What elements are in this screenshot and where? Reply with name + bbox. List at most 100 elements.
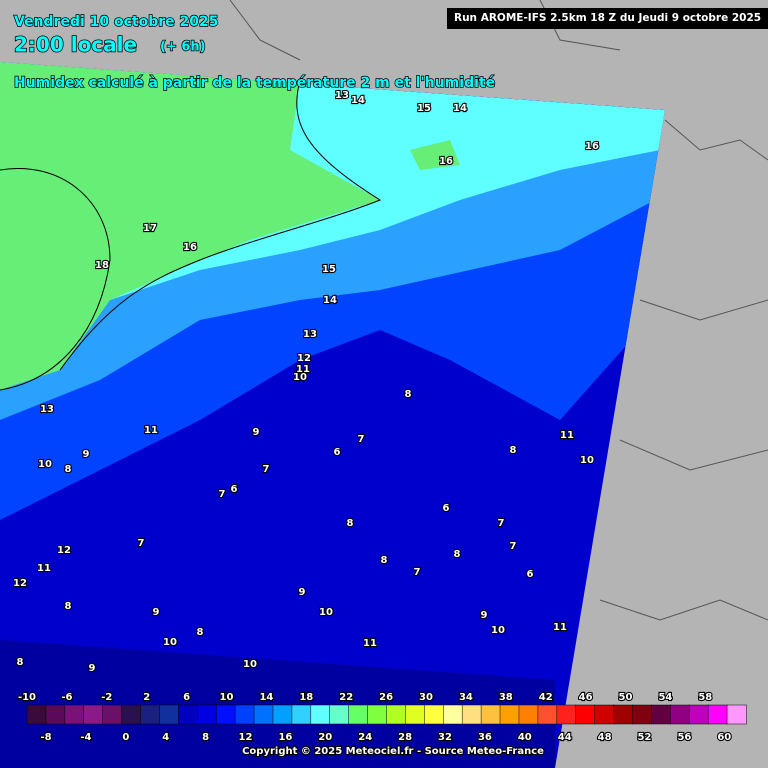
legend-swatch [537, 704, 558, 725]
contour-label: 17 [143, 223, 157, 234]
legend-swatch [556, 704, 577, 725]
contour-label: 11 [37, 563, 51, 574]
contour-label: 11 [553, 622, 567, 633]
legend-swatch [670, 704, 690, 725]
legend-swatch [499, 704, 520, 725]
legend-swatch [461, 704, 482, 725]
legend-top-label: -2 [101, 692, 112, 703]
legend-bottom-label: 0 [122, 732, 129, 743]
legend-swatch [480, 704, 501, 725]
contour-label: 8 [454, 549, 461, 560]
contour-label: 9 [481, 610, 488, 621]
legend-bottom-label: 44 [558, 732, 572, 743]
legend-swatch [159, 704, 180, 725]
contour-label: 15 [322, 264, 336, 275]
legend-top-label: 26 [379, 692, 393, 703]
legend-top-label: 22 [339, 692, 353, 703]
legend-top-label: 18 [299, 692, 313, 703]
contour-label: 10 [38, 459, 52, 470]
legend-top-label: 46 [579, 692, 593, 703]
legend-swatch [253, 704, 274, 725]
contour-label: 9 [299, 587, 306, 598]
legend-swatch [367, 704, 388, 725]
contour-label: 12 [13, 578, 27, 589]
legend-swatch [329, 704, 350, 725]
legend-bottom-label: 4 [162, 732, 169, 743]
legend-swatch [726, 704, 747, 725]
contour-label: 7 [358, 434, 365, 445]
contour-label: 14 [351, 95, 365, 106]
offset: (+ 6h) [160, 40, 206, 55]
field-deep-blue [0, 640, 555, 768]
legend-bottom-label: -8 [40, 732, 51, 743]
legend-top-label: 42 [539, 692, 553, 703]
run-info: Run AROME-IFS 2.5km 18 Z du Jeudi 9 octo… [454, 12, 761, 24]
contour-label: 7 [138, 538, 145, 549]
copyright: Copyright © 2025 Meteociel.fr - Source M… [242, 746, 544, 757]
contour-label: 10 [319, 607, 333, 618]
contour-label: 18 [95, 260, 109, 271]
legend-swatch [424, 704, 445, 725]
legend-top-label: 30 [419, 692, 433, 703]
contour-label: 9 [83, 449, 90, 460]
border-lines [229, 0, 768, 621]
contour-label: 6 [443, 503, 450, 514]
contour-label: 7 [219, 489, 226, 500]
contour-label: 7 [498, 518, 505, 529]
legend-swatch [272, 704, 293, 725]
contour-label: 12 [57, 545, 71, 556]
legend-top-label: 34 [459, 692, 473, 703]
legend-bottom-label: 16 [278, 732, 292, 743]
legend-bottom-label: 56 [677, 732, 691, 743]
legend-top-label: 54 [658, 692, 672, 703]
contour-label: 8 [17, 657, 24, 668]
legend-bottom-label: 36 [478, 732, 492, 743]
legend-top-label: -10 [18, 692, 36, 703]
legend-top-label: -6 [61, 692, 72, 703]
contour-label: 7 [263, 464, 270, 475]
contour-label: 13 [335, 90, 349, 101]
legend-swatch [234, 704, 255, 725]
contour-label: 11 [296, 364, 310, 375]
legend-bottom-label: 32 [438, 732, 452, 743]
legend-bottom-label: 12 [239, 732, 253, 743]
contour-label: 9 [89, 663, 96, 674]
contour-label: 11 [363, 638, 377, 649]
legend-bottom-label: 48 [598, 732, 612, 743]
legend-swatch [443, 704, 463, 725]
contour-label: 8 [381, 555, 388, 566]
contour-label: 6 [231, 484, 238, 495]
legend-bottom-label: 24 [358, 732, 372, 743]
legend-top-label: 10 [220, 692, 234, 703]
coastline [59, 79, 382, 371]
contour-label: 11 [144, 425, 158, 436]
legend-swatch [102, 704, 123, 725]
legend-swatch [386, 704, 407, 725]
contour-label: 8 [65, 464, 72, 475]
legend-top-label: 50 [619, 692, 633, 703]
contour-label: 9 [153, 607, 160, 618]
contour-label: 7 [510, 541, 517, 552]
borders [229, 0, 768, 621]
contour-label: 8 [65, 601, 72, 612]
contour-label: 16 [585, 141, 599, 152]
contour-label: 7 [414, 567, 421, 578]
legend-swatch [121, 704, 142, 725]
contour-label: 8 [347, 518, 354, 529]
contour-label: 12 [297, 353, 311, 364]
contour-label: 10 [243, 659, 257, 670]
contour-label: 11 [560, 430, 574, 441]
contour-label: 6 [334, 447, 341, 458]
time: 2:00 locale [14, 33, 137, 57]
legend-top-label: 14 [259, 692, 273, 703]
contour-label: 16 [183, 242, 197, 253]
legend-top-label: 38 [499, 692, 513, 703]
legend-bottom-label: 52 [638, 732, 652, 743]
contour-label: 13 [40, 404, 54, 415]
legend-swatch [613, 704, 634, 725]
legend-bottom-label: -4 [80, 732, 91, 743]
contour-label: 15 [417, 103, 431, 114]
legend-swatch [707, 704, 728, 725]
legend-bottom-label: 40 [518, 732, 532, 743]
